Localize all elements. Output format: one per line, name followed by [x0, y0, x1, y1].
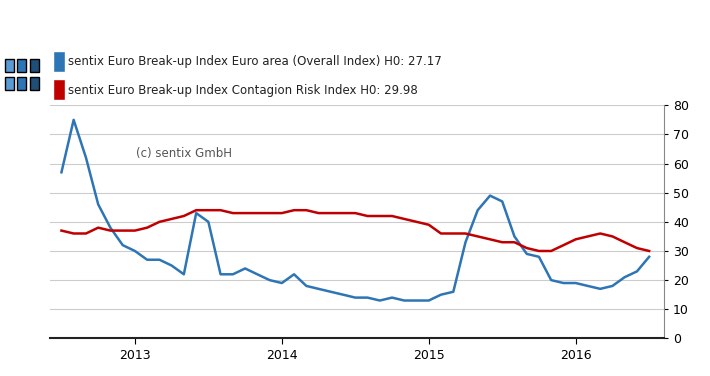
FancyBboxPatch shape [53, 79, 65, 100]
FancyBboxPatch shape [17, 77, 26, 90]
FancyBboxPatch shape [53, 51, 65, 72]
Text: sentix Euro Break-up Index Contagion Risk Index H0: 29.98: sentix Euro Break-up Index Contagion Ris… [68, 84, 418, 97]
Text: (c) sentix GmbH: (c) sentix GmbH [136, 147, 231, 160]
Text: sentix Euro Break-up Index Euro area (Overall Index) H0: 27.17: sentix Euro Break-up Index Euro area (Ov… [68, 56, 442, 68]
FancyBboxPatch shape [17, 59, 26, 72]
Text: sentix Euro Break-up Index - Euroland Headline Index: sentix Euro Break-up Index - Euroland He… [9, 16, 551, 34]
FancyBboxPatch shape [5, 59, 14, 72]
FancyBboxPatch shape [30, 77, 39, 90]
FancyBboxPatch shape [30, 59, 39, 72]
FancyBboxPatch shape [5, 77, 14, 90]
